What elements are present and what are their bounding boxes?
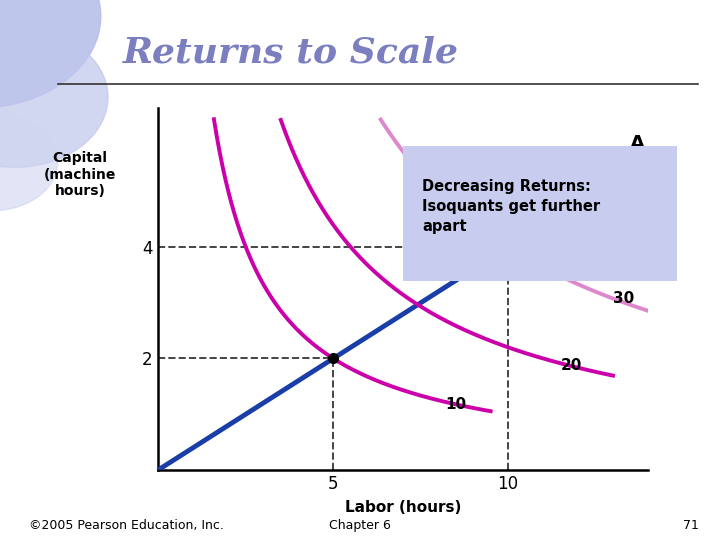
Text: ©2005 Pearson Education, Inc.: ©2005 Pearson Education, Inc. (29, 519, 224, 532)
Text: 10: 10 (445, 396, 467, 411)
Text: 30: 30 (613, 291, 634, 306)
Circle shape (0, 0, 101, 108)
Text: Returns to Scale: Returns to Scale (122, 35, 459, 69)
X-axis label: Labor (hours): Labor (hours) (345, 500, 462, 515)
FancyBboxPatch shape (397, 143, 683, 284)
Circle shape (0, 113, 58, 211)
Text: 20: 20 (561, 357, 582, 373)
Text: Decreasing Returns:
Isoquants get further
apart: Decreasing Returns: Isoquants get furthe… (423, 179, 600, 234)
Y-axis label: Capital
(machine
hours): Capital (machine hours) (44, 151, 116, 198)
Circle shape (0, 27, 108, 167)
Text: A: A (630, 133, 645, 152)
Text: Chapter 6: Chapter 6 (329, 519, 391, 532)
Text: 71: 71 (683, 519, 698, 532)
